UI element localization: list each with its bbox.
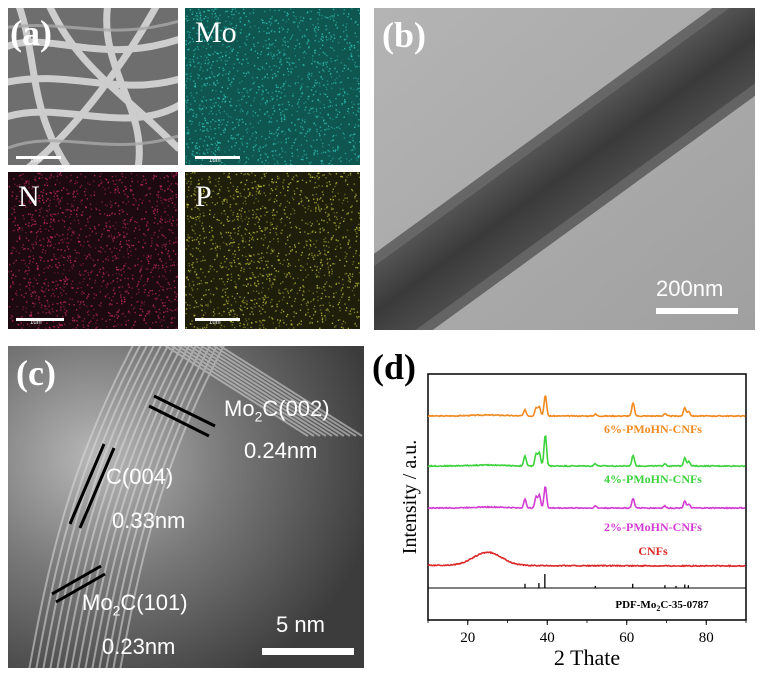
p-map: P xyxy=(185,172,360,329)
sem-image: 1um xyxy=(8,8,178,165)
tem-fiber-graphic xyxy=(374,8,755,330)
scale-bar xyxy=(195,156,240,159)
x-tick-label: 40 xyxy=(540,630,555,646)
panel-b-tag: (b) xyxy=(382,15,426,55)
x-tick-label: 60 xyxy=(619,630,634,646)
mo-map-graphic xyxy=(185,8,360,165)
plot-frame xyxy=(427,373,747,621)
c004-label: C(004) xyxy=(106,464,174,489)
scale-bar xyxy=(195,318,240,321)
x-tick-label: 20 xyxy=(460,630,475,646)
mo2c-101-label: Mo2C(101) xyxy=(82,590,188,619)
n-map: N xyxy=(8,172,178,329)
series-label: CNFs xyxy=(638,544,668,558)
series-label: 2%-PMoHN-CNFs xyxy=(604,520,702,534)
scale-bar xyxy=(16,318,64,321)
scale-label: 1um xyxy=(30,158,42,164)
mo-map: Mo 1um xyxy=(185,8,360,165)
reference-label: PDF-Mo2C-35-0787 xyxy=(615,599,709,613)
scale-label: 5 nm xyxy=(276,612,325,637)
panel-a-tag: (a) xyxy=(10,13,52,53)
y-axis-label: Intensity / a.u. xyxy=(399,440,421,554)
mo-map-label: Mo xyxy=(195,16,237,49)
panel-d: (d) 6%-PMoHN-CNFs 4%-PMoHN-CNFs 2%-PMoHN-C… xyxy=(370,340,760,675)
c004-spacing: 0.33nm xyxy=(112,508,186,533)
panel-d-tag: (d) xyxy=(372,347,416,387)
series-line xyxy=(427,434,746,468)
n-map-label: N xyxy=(18,180,40,213)
mo2c-002-label: Mo2C(002) xyxy=(224,396,330,425)
scale-label: 1um xyxy=(209,320,221,326)
panel-c-tag: (c) xyxy=(16,353,56,393)
series-line xyxy=(427,551,746,568)
scale-label: 1um xyxy=(209,158,221,164)
scale-bar xyxy=(656,308,738,314)
sem-fibers-graphic xyxy=(8,8,178,165)
scale-bar xyxy=(16,156,61,159)
xrd-chart: 6%-PMoHN-CNFs 4%-PMoHN-CNFs 2%-PMoHN-CNFs C… xyxy=(399,373,747,670)
p-map-graphic xyxy=(185,172,360,329)
scale-bar xyxy=(262,648,354,655)
n-map-graphic xyxy=(8,172,178,329)
p-map-label: P xyxy=(195,180,212,213)
scale-label: 200nm xyxy=(656,276,724,301)
series-label: 4%-PMoHN-CNFs xyxy=(604,472,702,486)
hrtem-graphic xyxy=(8,346,364,668)
series-label: 6%-PMoHN-CNFs xyxy=(604,422,702,436)
series-line xyxy=(427,486,746,510)
panel-b: (b) 200nm xyxy=(374,8,755,330)
series-line xyxy=(427,395,746,418)
mo2c-002-spacing: 0.24nm xyxy=(244,438,318,463)
x-axis-label: 2 Thate xyxy=(554,645,620,670)
scale-label: 1um xyxy=(30,320,42,326)
x-tick-label: 80 xyxy=(699,630,714,646)
mo2c-101-spacing: 0.23nm xyxy=(102,634,176,659)
panel-c: (c) Mo2C(002) 0.24nm C(004) 0.33nm Mo2C(… xyxy=(8,346,364,668)
